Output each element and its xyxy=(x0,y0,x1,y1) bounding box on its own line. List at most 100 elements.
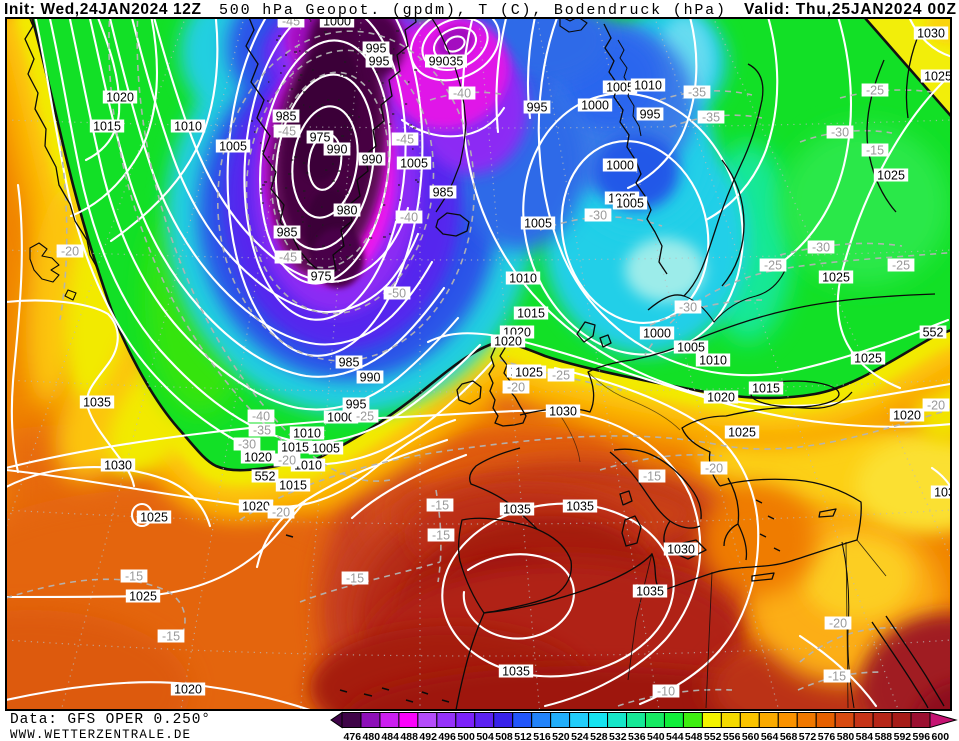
svg-text:1025: 1025 xyxy=(924,70,952,84)
svg-text:1005: 1005 xyxy=(219,140,247,154)
svg-text:-30: -30 xyxy=(589,209,607,223)
svg-text:1020: 1020 xyxy=(893,409,921,423)
svg-text:1010: 1010 xyxy=(294,459,322,473)
svg-text:990: 990 xyxy=(360,371,381,385)
svg-text:592: 592 xyxy=(894,731,912,741)
svg-text:576: 576 xyxy=(818,731,836,741)
svg-text:568: 568 xyxy=(780,731,798,741)
svg-text:985: 985 xyxy=(433,186,454,200)
svg-text:995: 995 xyxy=(369,55,390,69)
svg-text:985: 985 xyxy=(339,356,360,370)
svg-text:512: 512 xyxy=(514,731,532,741)
svg-text:1025: 1025 xyxy=(728,426,756,440)
svg-text:496: 496 xyxy=(438,731,456,741)
svg-text:516: 516 xyxy=(533,731,551,741)
svg-text:520: 520 xyxy=(552,731,570,741)
svg-text:-20: -20 xyxy=(507,381,525,395)
svg-text:1020: 1020 xyxy=(707,391,735,405)
svg-text:484: 484 xyxy=(381,731,399,741)
svg-text:1020: 1020 xyxy=(242,500,270,514)
svg-text:552: 552 xyxy=(255,470,276,484)
svg-text:536: 536 xyxy=(628,731,646,741)
svg-text:-15: -15 xyxy=(432,529,450,543)
svg-text:-15: -15 xyxy=(828,670,846,684)
svg-text:Init: Wed,24JAN2024 12Z: Init: Wed,24JAN2024 12Z xyxy=(4,1,202,18)
svg-text:504: 504 xyxy=(476,731,494,741)
svg-text:1020: 1020 xyxy=(244,451,272,465)
svg-text:1035: 1035 xyxy=(636,585,664,599)
svg-text:-35: -35 xyxy=(688,86,706,100)
svg-text:1035: 1035 xyxy=(934,486,959,500)
svg-text:1035: 1035 xyxy=(503,503,531,517)
svg-text:1035: 1035 xyxy=(83,396,111,410)
svg-text:1025: 1025 xyxy=(877,169,905,183)
svg-text:1000: 1000 xyxy=(323,15,351,29)
svg-text:1025: 1025 xyxy=(822,271,850,285)
svg-text:1010: 1010 xyxy=(634,79,662,93)
svg-text:544: 544 xyxy=(666,731,684,741)
svg-text:492: 492 xyxy=(419,731,437,741)
svg-text:1025: 1025 xyxy=(515,366,543,380)
svg-text:508: 508 xyxy=(495,731,513,741)
svg-text:1030: 1030 xyxy=(667,543,695,557)
svg-text:1015: 1015 xyxy=(517,307,545,321)
svg-text:995: 995 xyxy=(346,398,367,412)
svg-text:-30: -30 xyxy=(679,301,697,315)
svg-text:476: 476 xyxy=(344,731,362,741)
svg-text:532: 532 xyxy=(609,731,627,741)
svg-text:1000: 1000 xyxy=(327,411,355,425)
svg-text:1030: 1030 xyxy=(549,405,577,419)
svg-text:552: 552 xyxy=(704,731,722,741)
svg-text:528: 528 xyxy=(590,731,608,741)
svg-text:-15: -15 xyxy=(866,144,884,158)
svg-text:1015: 1015 xyxy=(93,120,121,134)
svg-text:1025: 1025 xyxy=(140,511,168,525)
svg-text:596: 596 xyxy=(913,731,931,741)
svg-text:500 hPa Geopot. (gpdm), T (C),: 500 hPa Geopot. (gpdm), T (C), Bodendruc… xyxy=(219,2,725,19)
svg-text:580: 580 xyxy=(837,731,855,741)
svg-text:1035: 1035 xyxy=(566,500,594,514)
svg-text:-45: -45 xyxy=(396,133,414,147)
svg-text:1025: 1025 xyxy=(129,590,157,604)
svg-text:588: 588 xyxy=(875,731,893,741)
svg-text:975: 975 xyxy=(310,131,331,145)
svg-text:-20: -20 xyxy=(61,245,79,259)
svg-text:488: 488 xyxy=(400,731,418,741)
svg-text:Data: GFS OPER 0.250°: Data: GFS OPER 0.250° xyxy=(10,712,210,728)
svg-text:1030: 1030 xyxy=(104,459,132,473)
svg-text:1010: 1010 xyxy=(293,427,321,441)
svg-text:1010: 1010 xyxy=(699,354,727,368)
svg-text:-50: -50 xyxy=(388,287,406,301)
svg-text:-45: -45 xyxy=(279,251,297,265)
svg-text:-15: -15 xyxy=(125,570,143,584)
svg-text:-25: -25 xyxy=(764,259,782,273)
svg-text:-15: -15 xyxy=(431,499,449,513)
svg-text:99035: 99035 xyxy=(429,55,464,69)
svg-text:-25: -25 xyxy=(552,369,570,383)
svg-text:1015: 1015 xyxy=(281,441,309,455)
svg-text:1010: 1010 xyxy=(509,272,537,286)
svg-text:-40: -40 xyxy=(400,211,418,225)
svg-text:1000: 1000 xyxy=(606,159,634,173)
svg-text:1000: 1000 xyxy=(643,327,671,341)
svg-text:600: 600 xyxy=(932,731,950,741)
svg-text:-15: -15 xyxy=(643,470,661,484)
svg-text:985: 985 xyxy=(277,226,298,240)
svg-text:-25: -25 xyxy=(356,410,374,424)
svg-text:-20: -20 xyxy=(927,399,945,413)
svg-text:572: 572 xyxy=(799,731,817,741)
svg-text:995: 995 xyxy=(366,42,387,56)
svg-text:-20: -20 xyxy=(272,506,290,520)
svg-text:1005: 1005 xyxy=(677,341,705,355)
svg-text:-35: -35 xyxy=(702,111,720,125)
svg-text:1015: 1015 xyxy=(752,382,780,396)
svg-text:-15: -15 xyxy=(162,630,180,644)
svg-text:1010: 1010 xyxy=(174,120,202,134)
svg-text:584: 584 xyxy=(856,731,874,741)
svg-text:556: 556 xyxy=(723,731,741,741)
svg-text:-15: -15 xyxy=(346,572,364,586)
svg-text:-25: -25 xyxy=(892,259,910,273)
svg-text:524: 524 xyxy=(571,731,589,741)
svg-text:1020: 1020 xyxy=(494,335,522,349)
svg-text:1005: 1005 xyxy=(616,197,644,211)
